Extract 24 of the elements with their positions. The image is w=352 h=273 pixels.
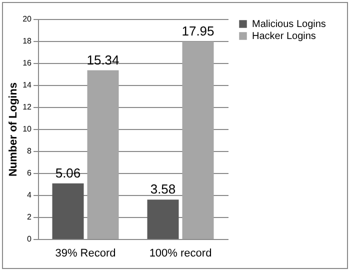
bar xyxy=(182,42,214,239)
y-tick-label: 14 xyxy=(22,80,32,90)
y-tick-label: 8 xyxy=(27,146,32,156)
data-label: 3.58 xyxy=(150,182,176,197)
y-tick-label: 10 xyxy=(22,124,32,134)
y-tick-label: 2 xyxy=(27,212,32,222)
y-tick-label: 4 xyxy=(27,190,32,200)
legend-label: Malicious Logins xyxy=(252,19,326,30)
legend-label: Hacker Logins xyxy=(252,31,316,42)
y-tick-label: 18 xyxy=(22,36,32,46)
data-label: 17.95 xyxy=(182,24,214,39)
bar xyxy=(52,183,84,239)
y-tick-label: 16 xyxy=(22,58,32,68)
y-tick-label: 12 xyxy=(22,102,32,112)
bar xyxy=(87,70,119,239)
y-axis-title: Number of Logins xyxy=(8,82,20,177)
bar xyxy=(147,200,179,239)
y-tick-label: 0 xyxy=(27,234,32,244)
x-tick-label: 39% Record xyxy=(55,248,116,260)
data-label: 5.06 xyxy=(55,165,81,180)
x-tick-label: 100% record xyxy=(149,248,212,260)
data-label: 15.34 xyxy=(86,52,120,68)
y-tick-label: 20 xyxy=(22,14,32,24)
y-tick-label: 6 xyxy=(27,168,32,178)
